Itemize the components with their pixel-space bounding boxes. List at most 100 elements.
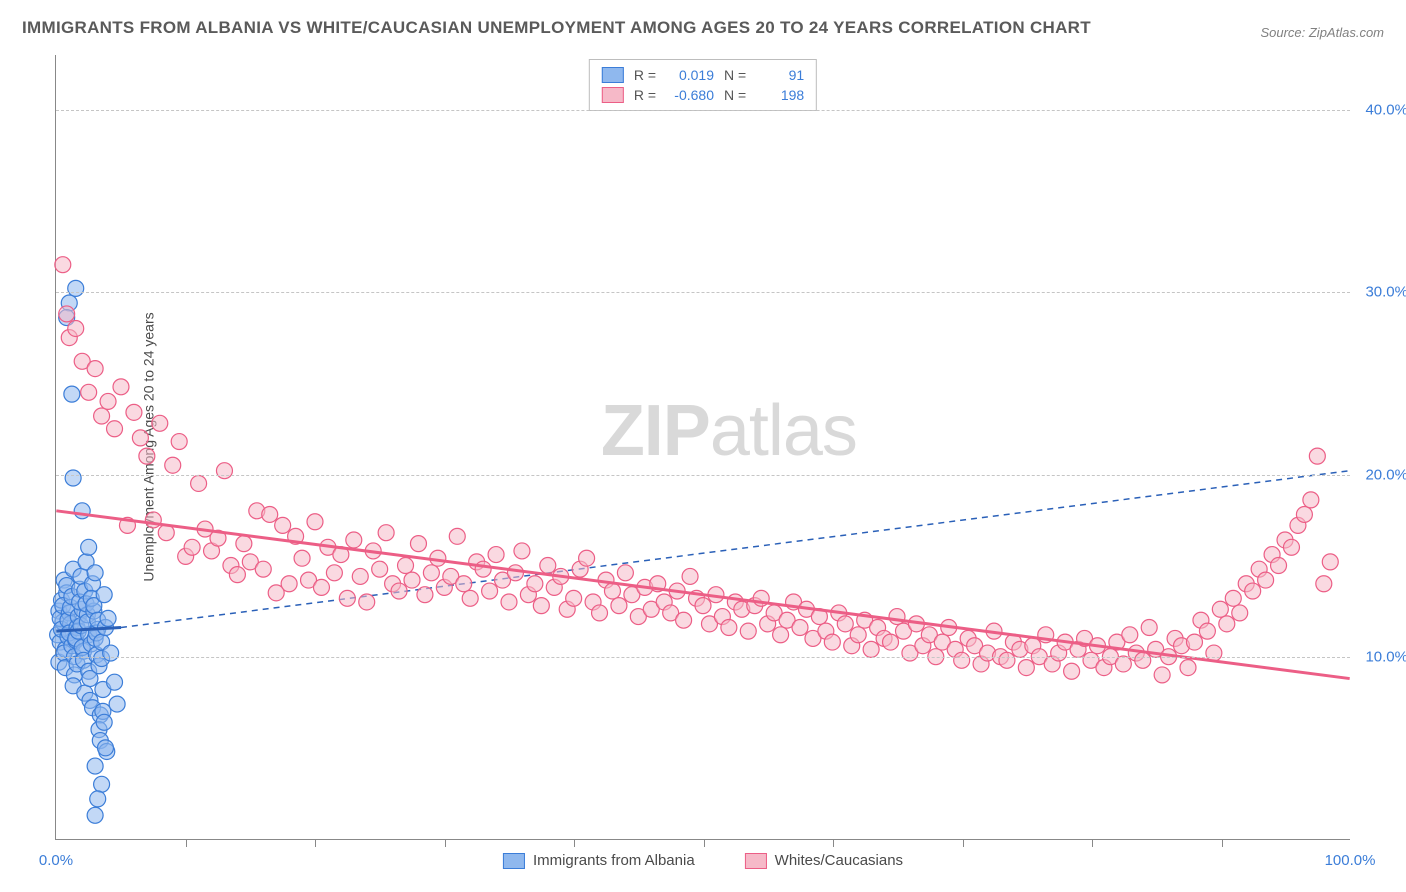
- data-point: [68, 320, 84, 336]
- data-point: [488, 547, 504, 563]
- data-point: [456, 576, 472, 592]
- data-point: [1154, 667, 1170, 683]
- data-point: [165, 457, 181, 473]
- data-point: [307, 514, 323, 530]
- x-tick: [1092, 839, 1093, 847]
- data-point: [1296, 506, 1312, 522]
- data-point: [87, 807, 103, 823]
- data-point: [676, 612, 692, 628]
- data-point: [410, 536, 426, 552]
- data-point: [1212, 601, 1228, 617]
- data-point: [475, 561, 491, 577]
- data-point: [773, 627, 789, 643]
- legend-n-value: 91: [756, 67, 804, 83]
- data-point: [103, 645, 119, 661]
- data-point: [507, 565, 523, 581]
- data-point: [113, 379, 129, 395]
- data-point: [391, 583, 407, 599]
- data-point: [139, 448, 155, 464]
- data-point: [352, 568, 368, 584]
- x-axis-min-label: 0.0%: [39, 852, 73, 869]
- data-point: [132, 430, 148, 446]
- data-point: [90, 791, 106, 807]
- data-point: [792, 620, 808, 636]
- data-point: [423, 565, 439, 581]
- data-point: [1122, 627, 1138, 643]
- data-point: [1018, 660, 1034, 676]
- data-point: [954, 652, 970, 668]
- data-point: [313, 579, 329, 595]
- data-point: [579, 550, 595, 566]
- data-point: [87, 758, 103, 774]
- data-point: [1283, 539, 1299, 555]
- data-point: [1186, 634, 1202, 650]
- data-point: [540, 558, 556, 574]
- data-point: [883, 634, 899, 650]
- data-point: [611, 598, 627, 614]
- data-point: [294, 550, 310, 566]
- data-point: [171, 434, 187, 450]
- chart-title: IMMIGRANTS FROM ALBANIA VS WHITE/CAUCASI…: [22, 18, 1091, 38]
- data-point: [604, 583, 620, 599]
- x-tick: [1222, 839, 1223, 847]
- data-point: [514, 543, 530, 559]
- data-point: [740, 623, 756, 639]
- data-point: [721, 620, 737, 636]
- data-point: [74, 503, 90, 519]
- data-point: [81, 384, 97, 400]
- data-point: [191, 475, 207, 491]
- legend-swatch: [503, 853, 525, 869]
- data-point: [398, 558, 414, 574]
- legend-swatch: [602, 87, 624, 103]
- data-point: [126, 404, 142, 420]
- legend-series-label: Immigrants from Albania: [533, 852, 695, 869]
- x-axis-max-label: 100.0%: [1325, 852, 1376, 869]
- data-point: [889, 609, 905, 625]
- data-point: [109, 696, 125, 712]
- data-point: [682, 568, 698, 584]
- data-point: [262, 506, 278, 522]
- data-point: [1322, 554, 1338, 570]
- data-point: [359, 594, 375, 610]
- legend-series-label: Whites/Caucasians: [775, 852, 903, 869]
- data-point: [404, 572, 420, 588]
- x-tick: [315, 839, 316, 847]
- data-point: [94, 408, 110, 424]
- data-point: [999, 652, 1015, 668]
- gridline-h: [56, 657, 1350, 658]
- data-point: [236, 536, 252, 552]
- data-point: [68, 280, 84, 296]
- data-point: [417, 587, 433, 603]
- legend-n-label: N =: [724, 67, 746, 83]
- data-point: [94, 776, 110, 792]
- x-tick: [963, 839, 964, 847]
- gridline-h: [56, 292, 1350, 293]
- data-point: [184, 539, 200, 555]
- data-point: [87, 361, 103, 377]
- data-point: [100, 393, 116, 409]
- data-point: [850, 627, 866, 643]
- data-point: [97, 740, 113, 756]
- gridline-h: [56, 110, 1350, 111]
- x-tick: [186, 839, 187, 847]
- data-point: [482, 583, 498, 599]
- x-tick: [833, 839, 834, 847]
- data-point: [592, 605, 608, 621]
- x-tick: [574, 839, 575, 847]
- data-point: [617, 565, 633, 581]
- source-attribution: Source: ZipAtlas.com: [1260, 25, 1384, 40]
- data-point: [1245, 583, 1261, 599]
- chart-svg: [56, 55, 1350, 839]
- data-point: [1258, 572, 1274, 588]
- data-point: [64, 386, 80, 402]
- gridline-h: [56, 475, 1350, 476]
- legend-bottom: Immigrants from Albania Whites/Caucasians: [503, 852, 903, 869]
- data-point: [1232, 605, 1248, 621]
- data-point: [1141, 620, 1157, 636]
- data-point: [326, 565, 342, 581]
- data-point: [229, 567, 245, 583]
- data-point: [372, 561, 388, 577]
- legend-row: R =0.019N =91: [602, 65, 804, 85]
- x-tick: [445, 839, 446, 847]
- data-point: [1316, 576, 1332, 592]
